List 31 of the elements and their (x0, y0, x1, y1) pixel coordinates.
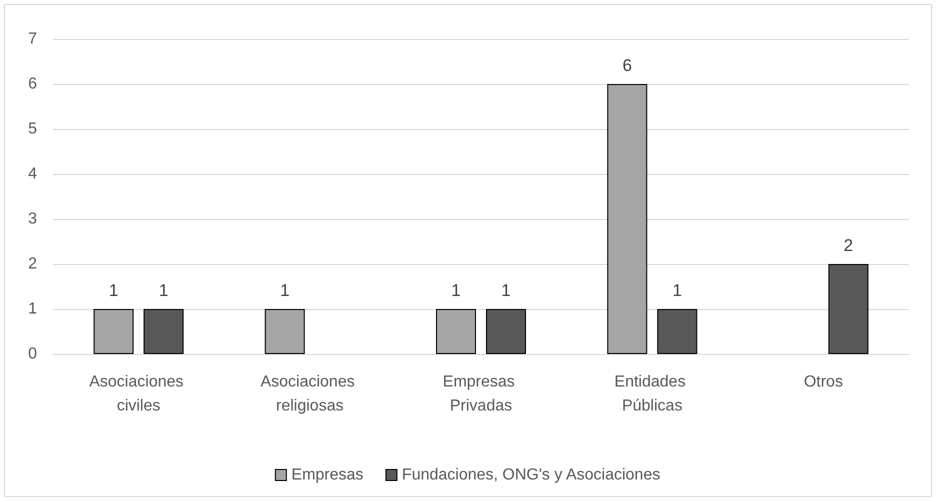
bar (264, 309, 305, 354)
bar (486, 309, 526, 354)
data-label: 6 (622, 56, 632, 75)
y-tick-label: 0 (28, 346, 38, 362)
y-tick-label: 4 (28, 166, 38, 182)
y-tick-label: 3 (28, 210, 38, 228)
x-tick-label: Otros (804, 374, 843, 390)
data-label: 2 (844, 236, 854, 255)
x-tick-label: Asociaciones civiles (89, 374, 188, 414)
data-label: 1 (158, 281, 168, 300)
x-tick-label: Entidades Públicas (614, 374, 690, 414)
data-label: 1 (501, 281, 511, 300)
y-tick-label: 1 (28, 300, 38, 318)
bar (436, 309, 476, 354)
x-tick-label: Empresas Privadas (442, 374, 520, 414)
bar (94, 309, 134, 354)
bar (607, 84, 648, 354)
data-label: 1 (108, 281, 118, 300)
y-tick-label: 2 (28, 256, 38, 272)
bar (657, 309, 698, 354)
x-tick-label: Asociaciones religiosas (260, 374, 360, 414)
y-tick-label: 7 (28, 30, 38, 48)
legend-label: Fundaciones, ONG's y Asociaciones (402, 466, 660, 484)
bar (144, 309, 184, 354)
data-label: 1 (451, 281, 461, 300)
y-tick-label: 6 (28, 76, 38, 92)
legend-label: Empresas (291, 466, 364, 484)
data-label: 1 (672, 281, 682, 300)
data-label: 1 (280, 281, 290, 300)
bar (828, 264, 868, 354)
y-tick-label: 5 (28, 120, 38, 138)
